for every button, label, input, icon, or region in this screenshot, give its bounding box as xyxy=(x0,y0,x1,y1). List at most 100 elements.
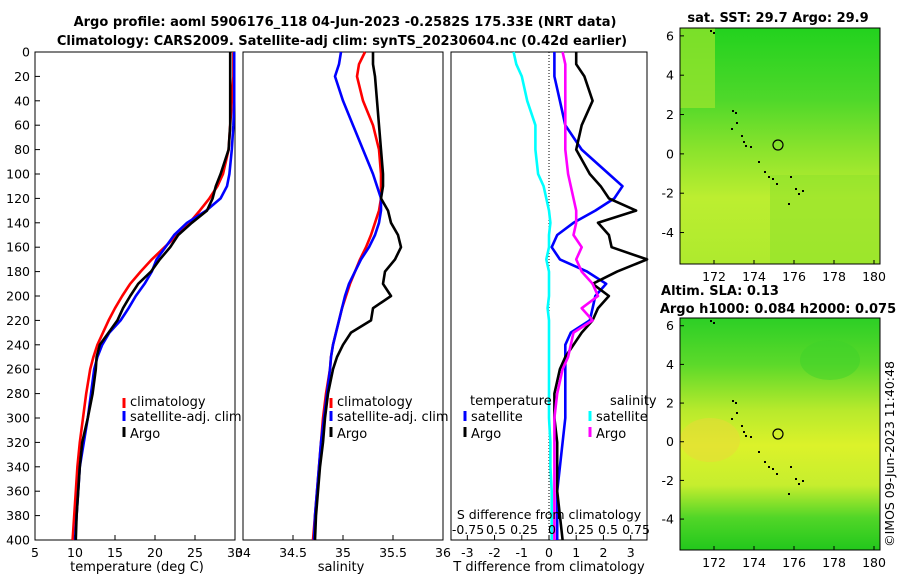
sla-map-frame xyxy=(679,317,881,551)
temperature-xlabel: temperature (deg C) xyxy=(70,560,204,575)
title-line-1: Argo profile: aoml 5906176_118 04-Jun-20… xyxy=(74,15,617,30)
x-tick-label: 34.5 xyxy=(279,545,307,560)
island-dot xyxy=(736,412,738,414)
credit-text: ©IMOS 09-Jun-2023 11:40:48 xyxy=(882,361,897,547)
map-y-tick-label: -2 xyxy=(662,186,674,201)
sla-low-patch xyxy=(800,340,860,380)
y-tick-label: 40 xyxy=(14,93,30,108)
map-y-tick-label: 2 xyxy=(666,396,674,411)
y-tick-label: 120 xyxy=(6,191,30,206)
legend-climatology: climatology xyxy=(130,395,206,410)
s-tick-label: -0.75 xyxy=(452,522,484,537)
island-dot xyxy=(790,466,792,468)
y-tick-label: 280 xyxy=(6,386,30,401)
salinity-difference-label: S difference from climatology xyxy=(457,507,642,522)
island-dot xyxy=(790,176,792,178)
map-y-tick-label: 4 xyxy=(666,68,674,83)
temperature-panel: 5 10 15 20 25 30 0 20 40 60 80 100 120 140 160 180 200 2… xyxy=(6,45,243,576)
series-line-argo xyxy=(313,52,403,541)
title-line-2: Climatology: CARS2009. Satellite-adj cli… xyxy=(57,34,627,49)
y-tick-label: 380 xyxy=(6,508,30,523)
s-tick-label: 0.25 xyxy=(566,522,594,537)
difference-panel: -3 -2 -1 0 1 2 3 T difference from climatology… xyxy=(450,51,657,575)
legend-argo: Argo xyxy=(130,427,160,442)
island-dot xyxy=(736,122,738,124)
x-tick-label: 20 xyxy=(147,545,163,560)
legend-climatology: climatology xyxy=(337,395,413,410)
salinity-legend: climatology satellite-adj. clim Argo xyxy=(329,395,449,442)
map-y-tick-label: -4 xyxy=(662,225,675,240)
x-tick-label: 25 xyxy=(187,545,203,560)
s-tick-label: 0.25 xyxy=(510,522,538,537)
map-x-tick-label: 180 xyxy=(862,555,886,570)
island-dot xyxy=(798,193,800,195)
island-dot xyxy=(764,461,766,463)
series-line-argo xyxy=(74,52,232,541)
legend-s-satellite: satellite xyxy=(596,410,648,425)
island-dot xyxy=(743,431,745,433)
sla-high-patch xyxy=(680,418,740,462)
sst-mid-patch xyxy=(770,175,880,264)
island-dot xyxy=(788,203,790,205)
island-dot xyxy=(745,435,747,437)
y-tick-label: 400 xyxy=(6,533,30,548)
island-dot xyxy=(741,425,743,427)
sla-map: Altim. SLA: 0.13 Argo h1000: 0.084 h2000… xyxy=(660,284,896,570)
map-y-tick-label: -4 xyxy=(662,512,675,527)
island-dot xyxy=(764,171,766,173)
island-dot xyxy=(732,110,734,112)
legend-heading-temperature: temperature xyxy=(470,394,552,409)
y-tick-label: 240 xyxy=(6,337,30,352)
island-dot xyxy=(743,141,745,143)
y-tick-label: 260 xyxy=(6,362,30,377)
island-dot xyxy=(776,473,778,475)
s-tick-label: 0 xyxy=(548,522,556,537)
x-tick-label: 36 xyxy=(435,545,451,560)
island-dot xyxy=(772,178,774,180)
map-y-tick-label: 6 xyxy=(666,318,674,333)
map-x-tick-label: 174 xyxy=(742,555,766,570)
x-tick-label: 5 xyxy=(31,545,39,560)
map-y-tick-label: 0 xyxy=(666,146,674,161)
x-tick-label: 1 xyxy=(572,545,580,560)
salinity-axes xyxy=(242,51,444,541)
island-dot xyxy=(758,161,760,163)
series-line-s-argo xyxy=(553,51,600,540)
map-y-tick-label: 0 xyxy=(666,434,674,449)
x-tick-label: -3 xyxy=(461,545,473,560)
map-x-tick-label: 172 xyxy=(702,269,726,284)
island-dot xyxy=(802,190,804,192)
island-dot xyxy=(713,322,715,324)
island-dot xyxy=(713,32,715,34)
y-tick-label: 200 xyxy=(6,289,30,304)
island-dot xyxy=(735,112,737,114)
y-tick-label: 340 xyxy=(6,459,30,474)
island-dot xyxy=(732,400,734,402)
legend-satellite: satellite-adj. clim xyxy=(337,410,449,425)
y-tick-label: 320 xyxy=(6,435,30,450)
y-tick-label: 20 xyxy=(14,69,30,84)
sla-map-title-1: Altim. SLA: 0.13 xyxy=(661,284,779,299)
island-dot xyxy=(750,436,752,438)
island-dot xyxy=(768,466,770,468)
legend-heading-salinity: salinity xyxy=(610,394,657,409)
series-line-s-satellite xyxy=(512,51,554,540)
sst-warm-patch xyxy=(680,28,715,108)
map-y-tick-label: 2 xyxy=(666,107,674,122)
island-dot xyxy=(741,135,743,137)
x-tick-label: 34 xyxy=(235,545,251,560)
island-dot xyxy=(731,418,733,420)
difference-xlabel: T difference from climatology xyxy=(452,560,645,575)
map-y-tick-label: 6 xyxy=(666,28,674,43)
y-tick-label: 300 xyxy=(6,411,30,426)
island-dot xyxy=(776,183,778,185)
s-tick-label: 0.75 xyxy=(622,522,650,537)
map-x-tick-label: 176 xyxy=(782,555,806,570)
map-x-tick-label: 180 xyxy=(862,269,886,284)
island-dot xyxy=(795,188,797,190)
x-tick-label: 3 xyxy=(627,545,635,560)
y-tick-label: 360 xyxy=(6,484,30,499)
island-dot xyxy=(795,478,797,480)
island-dot xyxy=(788,493,790,495)
x-tick-label: 35.5 xyxy=(379,545,407,560)
